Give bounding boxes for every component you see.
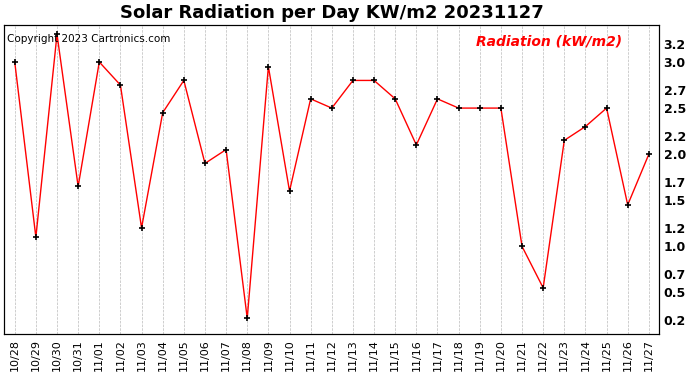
Text: Copyright 2023 Cartronics.com: Copyright 2023 Cartronics.com	[8, 34, 171, 44]
Title: Solar Radiation per Day KW/m2 20231127: Solar Radiation per Day KW/m2 20231127	[120, 4, 544, 22]
Text: Radiation (kW/m2): Radiation (kW/m2)	[476, 34, 622, 48]
